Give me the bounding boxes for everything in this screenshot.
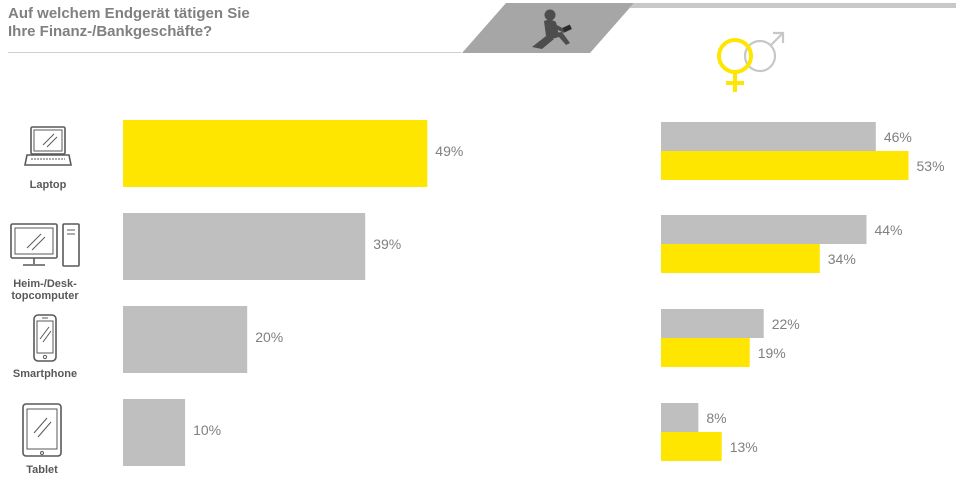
device-desktop: Heim-/Desk- topcomputer — [0, 220, 100, 302]
value-label-overall-2: 20% — [255, 329, 283, 345]
bar-overall-3 — [123, 399, 186, 466]
device-smartphone: Smartphone — [0, 313, 100, 380]
value-label-gender-male-1: 44% — [874, 222, 902, 238]
smartphone-icon — [33, 314, 57, 362]
value-label-overall-3: 10% — [193, 422, 221, 438]
bar-gender-male-0 — [661, 122, 876, 151]
value-label-gender-male-2: 22% — [772, 316, 800, 332]
device-label-laptop: Laptop — [29, 179, 67, 191]
device-label-smartphone: Smartphone — [12, 368, 78, 380]
bar-overall-2 — [123, 306, 248, 373]
bar-gender-male-3 — [661, 403, 699, 432]
female-male-symbol-icon — [717, 31, 785, 92]
device-label-tablet: Tablet — [26, 464, 58, 476]
bar-gender-female-0 — [661, 151, 909, 180]
desktop-computer-icon — [10, 223, 80, 267]
device-label-desktop: Heim-/Desk- topcomputer — [0, 278, 100, 302]
title-divider — [8, 52, 461, 53]
chart-title-line-1: Auf welchem Endgerät tätigen Sie — [8, 5, 250, 22]
bar-gender-female-1 — [661, 244, 820, 273]
value-label-gender-male-3: 8% — [706, 410, 726, 426]
bar-overall-1 — [123, 213, 366, 280]
bar-gender-female-3 — [661, 432, 722, 461]
bar-gender-female-2 — [661, 338, 750, 367]
value-label-overall-0: 49% — [435, 143, 463, 159]
value-label-gender-female-0: 53% — [917, 158, 945, 174]
laptop-icon — [24, 126, 72, 166]
chart-title-line-2: Ihre Finanz-/Bankgeschäfte? — [8, 23, 213, 40]
value-label-gender-female-2: 19% — [758, 345, 786, 361]
bar-overall-0 — [123, 120, 428, 187]
value-label-gender-female-3: 13% — [730, 439, 758, 455]
value-label-gender-female-1: 34% — [828, 251, 856, 267]
bar-gender-male-1 — [661, 215, 867, 244]
device-tablet: Tablet — [0, 402, 97, 476]
device-label-desktop-text: Heim-/Desk- topcomputer — [11, 278, 79, 302]
value-label-overall-1: 39% — [373, 236, 401, 252]
bar-gender-male-2 — [661, 309, 764, 338]
person-with-tablet-icon — [462, 3, 956, 53]
device-laptop: Laptop — [0, 123, 103, 191]
tablet-icon — [22, 403, 62, 457]
chart-title: Auf welchem Endgerät tätigen Sie Ihre Fi… — [8, 5, 428, 41]
value-label-gender-male-0: 46% — [884, 129, 912, 145]
